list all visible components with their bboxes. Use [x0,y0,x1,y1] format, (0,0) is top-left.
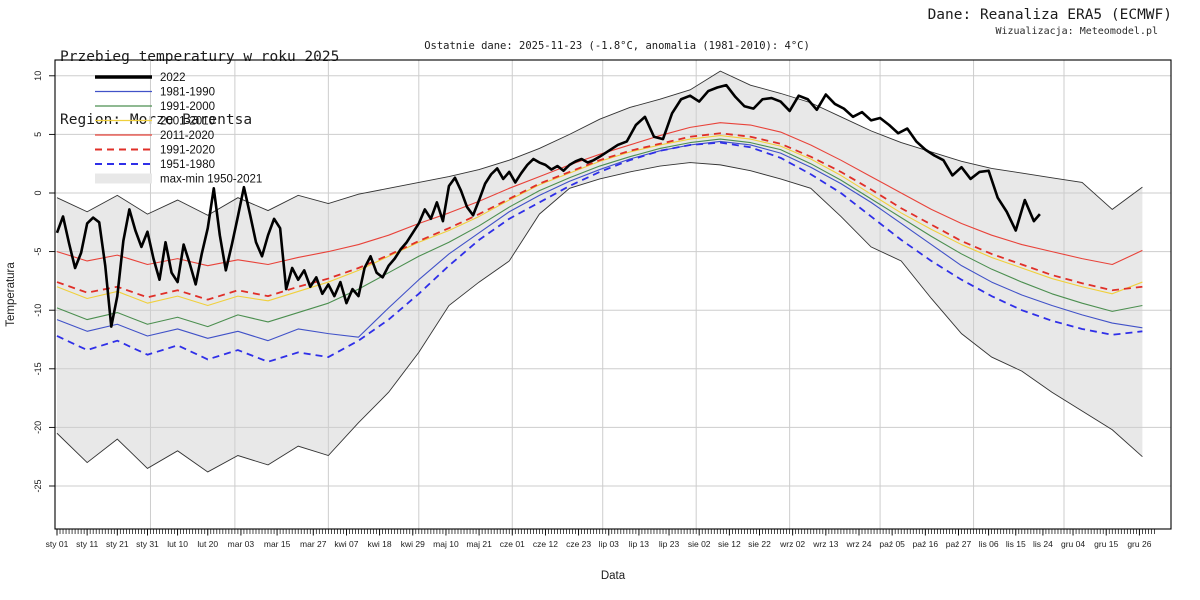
svg-text:lis 06: lis 06 [979,539,999,549]
svg-text:sie 22: sie 22 [748,539,771,549]
data-source-label: Dane: Reanaliza ERA5 (ECMWF) [927,7,1172,23]
visualization-credit: Wizualizacja: Meteomodel.pl [995,26,1158,37]
svg-text:maj 10: maj 10 [433,539,459,549]
svg-text:paź 16: paź 16 [913,539,939,549]
svg-text:2022: 2022 [160,72,186,84]
svg-text:sty 31: sty 31 [136,539,159,549]
svg-text:mar 15: mar 15 [264,539,291,549]
svg-text:kwi 29: kwi 29 [401,539,425,549]
plot-border [54,59,1172,530]
svg-text:-15: -15 [33,362,43,375]
svg-text:paź 27: paź 27 [946,539,972,549]
last-data-subtitle: Ostatnie dane: 2025-11-23 (-1.8°C, anoma… [424,40,810,52]
svg-text:lip 13: lip 13 [629,539,650,549]
x-axis-title: Data [601,570,626,582]
svg-text:-5: -5 [33,248,43,256]
series-2011-2020 [56,122,1143,267]
svg-text:lip 03: lip 03 [599,539,620,549]
svg-text:lut 20: lut 20 [197,539,218,549]
series-2022 [55,83,1041,328]
source-block: Dane: Reanaliza ERA5 (ECMWF) Wizualizacj… [928,5,1172,37]
page-title: Przebieg temperatury w roku 2025 [60,49,340,65]
series-2001-2010 [56,135,1143,307]
svg-text:0: 0 [33,190,43,195]
svg-text:mar 03: mar 03 [228,539,255,549]
svg-text:-20: -20 [33,421,43,434]
y-axis-title: Temperatura [5,262,17,327]
svg-text:maj 21: maj 21 [466,539,492,549]
svg-text:max-min 1950-2021: max-min 1950-2021 [160,174,262,186]
legend: 2022 1981-1990 1991-2000 2001-2010 2011-2020… [95,72,262,186]
svg-text:gru 26: gru 26 [1127,539,1151,549]
svg-text:5: 5 [33,132,43,137]
svg-text:wrz 02: wrz 02 [779,539,805,549]
svg-text:kwi 18: kwi 18 [368,539,392,549]
svg-text:sie 12: sie 12 [718,539,741,549]
svg-text:sty 21: sty 21 [106,539,129,549]
svg-text:2001-2010: 2001-2010 [160,116,215,128]
svg-text:cze 23: cze 23 [566,539,591,549]
svg-text:lip 23: lip 23 [659,539,680,549]
svg-text:2011-2020: 2011-2020 [160,130,214,142]
series-1951-1980 [56,141,1143,363]
series-1991-2000 [56,138,1143,328]
svg-text:cze 12: cze 12 [533,539,558,549]
svg-text:1991-2000: 1991-2000 [160,101,215,113]
x-axis: sty 01 sty 11 sty 21 sty 31 lut 10 lut 20 mar … [46,529,1155,582]
svg-text:-25: -25 [33,479,43,492]
svg-text:cze 01: cze 01 [500,539,525,549]
svg-text:sty 01: sty 01 [46,539,69,549]
svg-text:gru 15: gru 15 [1094,539,1118,549]
svg-text:mar 27: mar 27 [300,539,327,549]
series-1991-2020 [56,132,1143,301]
svg-text:1951-1980: 1951-1980 [160,159,215,171]
max-min-band [57,71,1143,472]
gridlines [55,60,1171,529]
legend-swatch-band [95,173,152,184]
svg-text:sie 02: sie 02 [688,539,711,549]
svg-text:1991-2020: 1991-2020 [160,145,215,157]
y-axis: 10 5 0 -5 -10 -15 -20 -25 Temperatura [5,71,55,493]
svg-text:lis 24: lis 24 [1033,539,1053,549]
svg-text:1981-1990: 1981-1990 [160,87,215,99]
svg-text:kwi 07: kwi 07 [334,539,358,549]
svg-text:sty 11: sty 11 [76,539,98,549]
svg-text:-10: -10 [33,304,43,317]
band-envelope [56,70,1143,473]
svg-text:wrz 13: wrz 13 [812,539,838,549]
svg-text:paź 05: paź 05 [879,539,905,549]
svg-text:10: 10 [33,71,43,81]
svg-text:lis 15: lis 15 [1006,539,1026,549]
series-1981-1990 [56,140,1143,342]
svg-text:lut 10: lut 10 [167,539,188,549]
svg-text:wrz 24: wrz 24 [845,539,871,549]
svg-text:gru 04: gru 04 [1061,539,1085,549]
